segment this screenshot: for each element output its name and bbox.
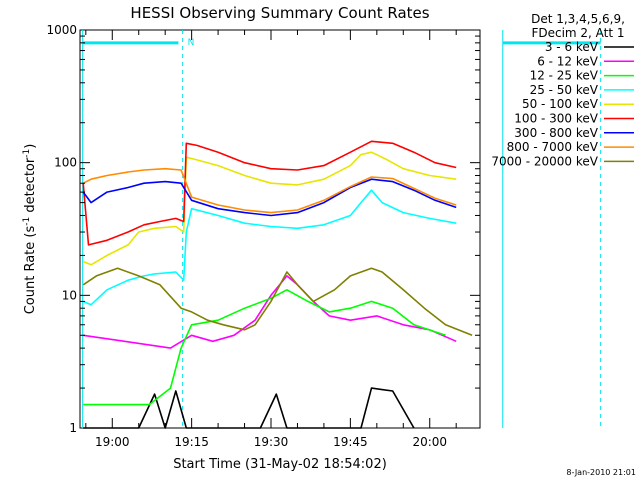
x-tick-label: 20:00 bbox=[412, 435, 447, 449]
series-line-5 bbox=[82, 140, 457, 246]
x-tick-label: 19:30 bbox=[254, 435, 289, 449]
plot-frame bbox=[79, 29, 481, 429]
plot-area bbox=[79, 29, 481, 429]
y-axis-label-exponent-2: -1 bbox=[22, 149, 32, 158]
legend-entry-label-8: 7000 - 20000 keV bbox=[491, 154, 598, 168]
y-axis-label-end: ) bbox=[23, 144, 38, 149]
legend-entry-label-0: 3 - 6 keV bbox=[545, 40, 599, 54]
legend-entry-label-6: 300 - 800 keV bbox=[514, 126, 598, 140]
series-line-3 bbox=[82, 189, 457, 306]
legend-entry-label-3: 25 - 50 keV bbox=[530, 83, 599, 97]
series-line-0 bbox=[83, 387, 415, 429]
y-axis: 1 10 100 1000 bbox=[46, 23, 480, 435]
legend-entry-label-4: 50 - 100 keV bbox=[522, 97, 599, 111]
series-line-4 bbox=[82, 151, 457, 266]
y-tick-label: 100 bbox=[54, 156, 77, 170]
chart-title: HESSI Observing Summary Count Rates bbox=[130, 4, 429, 22]
x-axis: 19:00 19:15 19:30 19:45 20:00 bbox=[85, 30, 457, 449]
series-line-7 bbox=[82, 167, 457, 214]
y-tick-label: 1 bbox=[69, 421, 77, 435]
y-axis-label-middle: detector bbox=[23, 157, 38, 217]
y-axis-label-start: Count Rate (s bbox=[23, 226, 38, 315]
legend-header-line-2: FDecim 2, Att 1 bbox=[531, 26, 624, 40]
time-markers: N bbox=[82, 30, 602, 428]
legend: Det 1,3,4,5,6,9, FDecim 2, Att 1 3 - 6 k… bbox=[491, 12, 634, 168]
series-lines bbox=[82, 140, 473, 429]
x-axis-label: Start Time (31-May-02 18:54:02) bbox=[173, 457, 387, 472]
x-tick-label: 19:00 bbox=[95, 435, 130, 449]
footer-date: 8-Jan-2010 21:01 bbox=[566, 468, 636, 477]
legend-entry-label-5: 100 - 300 keV bbox=[514, 112, 598, 126]
y-axis-label-exponent-1: -1 bbox=[22, 217, 32, 226]
y-tick-label: 1000 bbox=[46, 23, 77, 37]
series-line-6 bbox=[82, 178, 457, 217]
x-tick-label: 19:15 bbox=[174, 435, 209, 449]
y-tick-label: 10 bbox=[62, 288, 77, 302]
legend-entry-label-2: 12 - 25 keV bbox=[530, 69, 599, 83]
series-line-8 bbox=[82, 267, 473, 337]
x-tick-label: 19:45 bbox=[333, 435, 368, 449]
legend-entry-label-1: 6 - 12 keV bbox=[537, 54, 599, 68]
series-line-2 bbox=[83, 288, 446, 406]
series-line-1 bbox=[83, 275, 457, 349]
marker-label: N bbox=[188, 38, 195, 48]
y-axis-label: Count Rate (s-1 detector-1) bbox=[22, 144, 38, 315]
legend-header-line-1: Det 1,3,4,5,6,9, bbox=[531, 12, 625, 26]
legend-entry-label-7: 800 - 7000 keV bbox=[507, 140, 599, 154]
